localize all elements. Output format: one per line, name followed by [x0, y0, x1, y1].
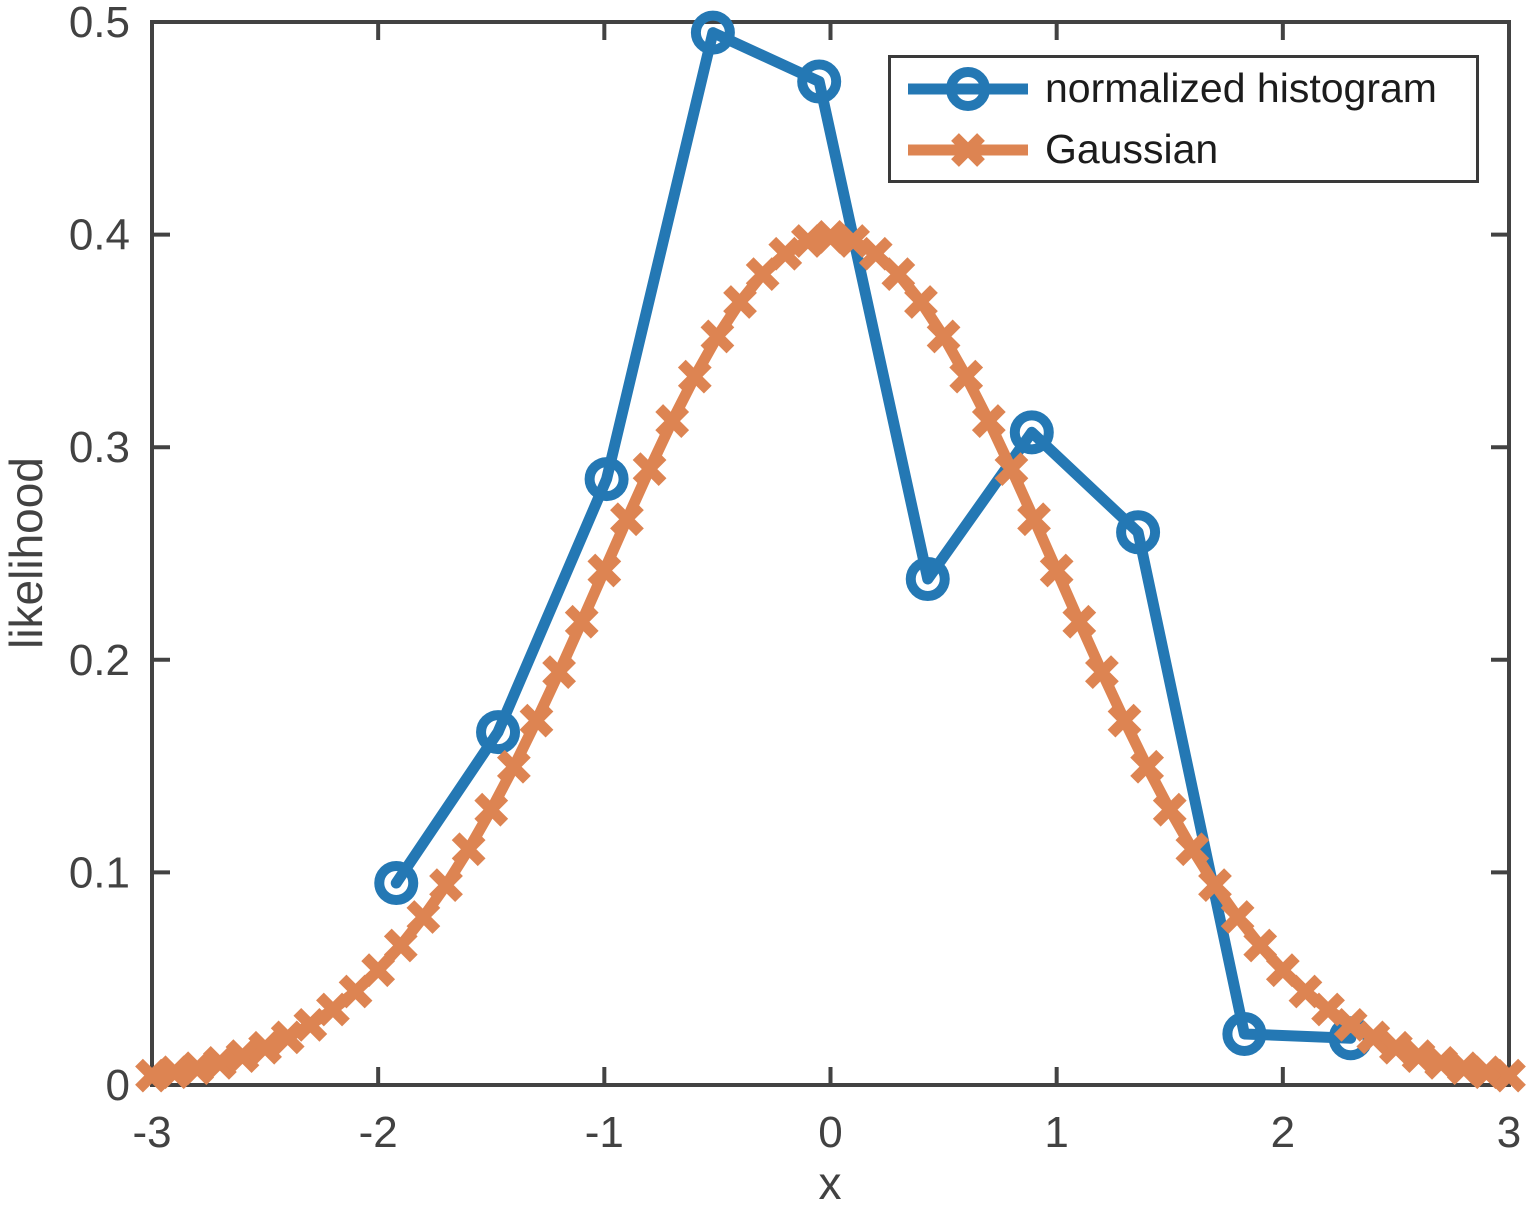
gaussian-marker: [1107, 703, 1142, 738]
histogram-marker: [476, 710, 521, 755]
x-tick-label: 0: [818, 1108, 842, 1157]
x-tick-label: 1: [1044, 1108, 1068, 1157]
gaussian-marker: [202, 1046, 237, 1080]
gaussian-series: [135, 220, 1526, 1093]
gaussian-marker: [429, 868, 463, 903]
gaussian-marker: [836, 224, 871, 258]
gaussian-marker: [700, 319, 735, 354]
legend-item-histogram: normalized histogram: [905, 58, 1476, 119]
y-axis-label: likelihood: [0, 457, 52, 649]
gaussian-marker: [1424, 1046, 1459, 1080]
gaussian-marker: [1379, 1030, 1413, 1065]
x-axis-label: x: [818, 1157, 842, 1209]
gaussian-marker: [1492, 1058, 1526, 1093]
y-tick-label: 0.1: [69, 848, 130, 897]
gaussian-marker: [949, 359, 984, 394]
gaussian-marker: [723, 285, 757, 319]
gaussian-marker: [1017, 502, 1051, 537]
gaussian-marker: [1446, 1051, 1481, 1086]
gaussian-marker: [1469, 1055, 1504, 1090]
histogram-marker: [905, 557, 950, 602]
histogram-marker: [1222, 1011, 1267, 1056]
gaussian-marker: [813, 220, 848, 254]
histogram-marker: [374, 861, 419, 906]
x-tick-label: -3: [132, 1108, 171, 1157]
y-tick-label: 0.5: [69, 0, 130, 47]
gaussian-marker: [474, 792, 509, 827]
gaussian-marker: [180, 1051, 215, 1086]
gaussian-marker: [971, 404, 1006, 438]
histogram-marker: [1009, 410, 1054, 455]
gaussian-marker: [610, 502, 644, 537]
gaussian-marker: [632, 452, 667, 486]
legend-item-gaussian: Gaussian: [905, 119, 1476, 180]
histogram-marker: [690, 10, 735, 55]
gaussian-marker: [248, 1030, 282, 1065]
histogram-marker: [797, 59, 842, 104]
y-tick-label: 0.3: [69, 423, 130, 472]
gaussian-marker: [1130, 749, 1165, 784]
histogram-legend-marker: [946, 66, 990, 111]
gaussian-marker: [1401, 1039, 1436, 1073]
gaussian-marker: [1265, 953, 1300, 988]
gaussian-marker: [926, 319, 961, 354]
y-tick-label: 0: [106, 1061, 130, 1110]
gaussian-marker: [383, 928, 418, 963]
gaussian-legend-marker: [951, 132, 985, 167]
gaussian-marker: [451, 832, 486, 867]
gaussian-marker: [1152, 792, 1187, 827]
gaussian-marker: [338, 974, 373, 1009]
legend-label-gaussian: Gaussian: [1045, 126, 1219, 172]
gaussian-legend-sample-icon: [908, 132, 1028, 167]
gaussian-marker: [406, 900, 441, 934]
histogram-marker: [1116, 510, 1161, 555]
y-tick-label: 0.2: [69, 636, 130, 685]
gaussian-marker: [270, 1020, 305, 1055]
x-tick-label: 2: [1271, 1108, 1295, 1157]
gaussian-marker: [655, 404, 690, 438]
legend: normalized histogram Gaussian: [888, 55, 1479, 183]
y-tick-label: 0.4: [69, 211, 130, 260]
gaussian-marker: [542, 655, 576, 690]
gaussian-marker: [1039, 553, 1074, 588]
gaussian-marker: [1243, 928, 1278, 963]
gaussian-marker: [519, 703, 554, 738]
gaussian-marker: [361, 953, 396, 988]
x-tick-label: -2: [359, 1108, 398, 1157]
gaussian-marker: [904, 285, 938, 319]
x-tick-label: -1: [585, 1108, 624, 1157]
gaussian-marker: [881, 257, 916, 292]
gaussian-marker: [1175, 832, 1210, 867]
gaussian-marker: [564, 604, 599, 639]
gaussian-marker: [135, 1058, 169, 1093]
gaussian-marker: [1085, 655, 1119, 690]
gaussian-marker: [1198, 868, 1232, 903]
gaussian-marker: [1062, 604, 1097, 639]
gaussian-marker: [994, 452, 1029, 486]
gaussian-marker: [1356, 1020, 1391, 1055]
gaussian-marker: [225, 1039, 260, 1073]
legend-label-histogram: normalized histogram: [1045, 65, 1437, 111]
x-tick-label: 3: [1497, 1108, 1521, 1157]
gaussian-line: [146, 231, 1515, 1082]
histogram-legend-sample-icon: [908, 66, 1028, 111]
gaussian-marker: [677, 359, 712, 394]
gaussian-marker: [768, 236, 803, 271]
gaussian-marker: [1220, 900, 1255, 934]
gaussian-marker: [157, 1055, 192, 1090]
histogram-line: [390, 27, 1357, 1044]
gaussian-marker: [496, 749, 531, 784]
gaussian-marker: [790, 224, 825, 258]
gaussian-marker: [1333, 1007, 1368, 1042]
gaussian-marker: [587, 553, 622, 588]
histogram-marker: [584, 457, 629, 502]
